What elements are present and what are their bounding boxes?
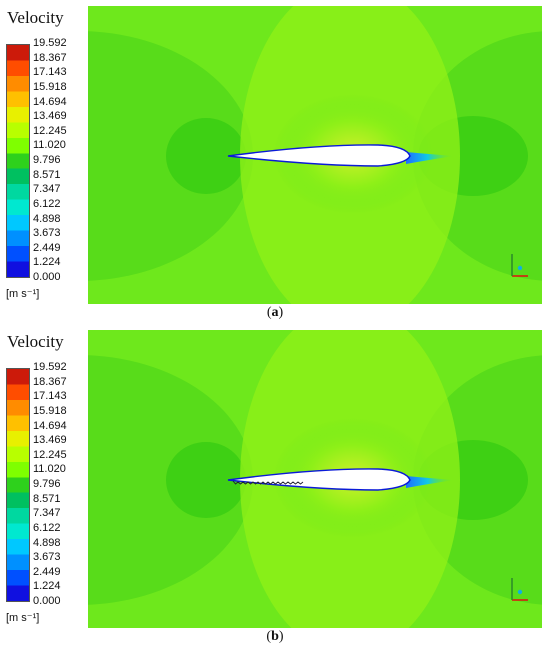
figure-caption: (a) bbox=[266, 305, 284, 320]
z-axis-marker bbox=[517, 589, 523, 595]
airfoil bbox=[227, 468, 411, 491]
colorbar-tick-label: 15.918 bbox=[33, 80, 67, 93]
legend-title: Velocity bbox=[7, 8, 64, 27]
leading-edge-zone bbox=[166, 118, 246, 194]
contour-plot bbox=[88, 330, 542, 628]
colorbar-tick-label: 1.224 bbox=[33, 256, 61, 269]
colorbar-tick-label: 9.796 bbox=[33, 478, 61, 490]
colorbar-tick-label: 9.796 bbox=[33, 154, 61, 166]
panel-a: Velocity 19.592 18.367 17.143 15.918 14.694 1… bbox=[0, 0, 550, 320]
caption-label: a bbox=[271, 305, 279, 320]
colorbar-tick-label: 18.367 bbox=[33, 51, 67, 64]
velocity-field-svg bbox=[88, 330, 542, 628]
panel-b: Velocity 19.592 18.367 17.143 15.918 14.694 1… bbox=[0, 324, 550, 644]
figure-caption: (b) bbox=[266, 629, 284, 644]
colorbar-tick-label: 2.449 bbox=[33, 241, 61, 254]
colorbar-tick-label: 12.245 bbox=[33, 124, 67, 137]
z-axis-marker bbox=[517, 265, 523, 271]
colorbar-tick-label: 7.347 bbox=[33, 183, 61, 196]
colorbar-tick-label: 0.000 bbox=[33, 595, 61, 607]
colorbar-tick-label: 3.673 bbox=[33, 551, 61, 564]
colorbar-tick-label: 14.694 bbox=[33, 419, 67, 432]
colorbar-tick-label: 6.122 bbox=[33, 521, 61, 534]
colorbar-tick-label: 19.592 bbox=[33, 37, 67, 49]
colorbar-tick-label: 12.245 bbox=[33, 448, 67, 461]
legend-unit: [m s⁻¹] bbox=[6, 288, 40, 300]
colorbar-tick-label: 0.000 bbox=[33, 271, 61, 283]
velocity-field-svg bbox=[88, 6, 542, 304]
wake-region bbox=[406, 476, 454, 488]
contour-plot bbox=[88, 6, 542, 304]
serrated-edge bbox=[232, 480, 304, 485]
colorbar-tick-label: 14.694 bbox=[33, 95, 67, 108]
colorbar-tick-label: 13.469 bbox=[33, 110, 67, 123]
colorbar-tick-label: 17.143 bbox=[33, 390, 67, 403]
colorbar-tick-label: 17.143 bbox=[33, 66, 67, 79]
colorbar bbox=[6, 44, 30, 278]
airfoil bbox=[227, 144, 411, 167]
colorbar-tick-label: 15.918 bbox=[33, 404, 67, 417]
colorbar-tick-label: 18.367 bbox=[33, 375, 67, 388]
colorbar-tick-label: 11.020 bbox=[33, 463, 66, 476]
colorbar-tick-label: 19.592 bbox=[33, 361, 67, 373]
colorbar-tick-label: 8.571 bbox=[33, 168, 61, 181]
colorbar-tick-label: 8.571 bbox=[33, 492, 61, 505]
leading-edge-zone bbox=[166, 442, 246, 518]
wake-region bbox=[406, 152, 454, 164]
caption-label: b bbox=[271, 629, 279, 644]
colorbar-tick-label: 4.898 bbox=[33, 536, 61, 549]
colorbar-tick-label: 11.020 bbox=[33, 139, 66, 152]
colorbar-tick-label: 7.347 bbox=[33, 507, 61, 520]
colorbar-tick-label: 2.449 bbox=[33, 565, 61, 578]
colorbar-tick-label: 3.673 bbox=[33, 227, 61, 240]
legend-unit: [m s⁻¹] bbox=[6, 612, 40, 624]
legend-title: Velocity bbox=[7, 332, 64, 351]
colorbar bbox=[6, 368, 30, 602]
colorbar-tick-label: 4.898 bbox=[33, 212, 61, 225]
colorbar-tick-label: 6.122 bbox=[33, 197, 61, 210]
colorbar-tick-label: 1.224 bbox=[33, 580, 61, 593]
colorbar-tick-label: 13.469 bbox=[33, 434, 67, 447]
